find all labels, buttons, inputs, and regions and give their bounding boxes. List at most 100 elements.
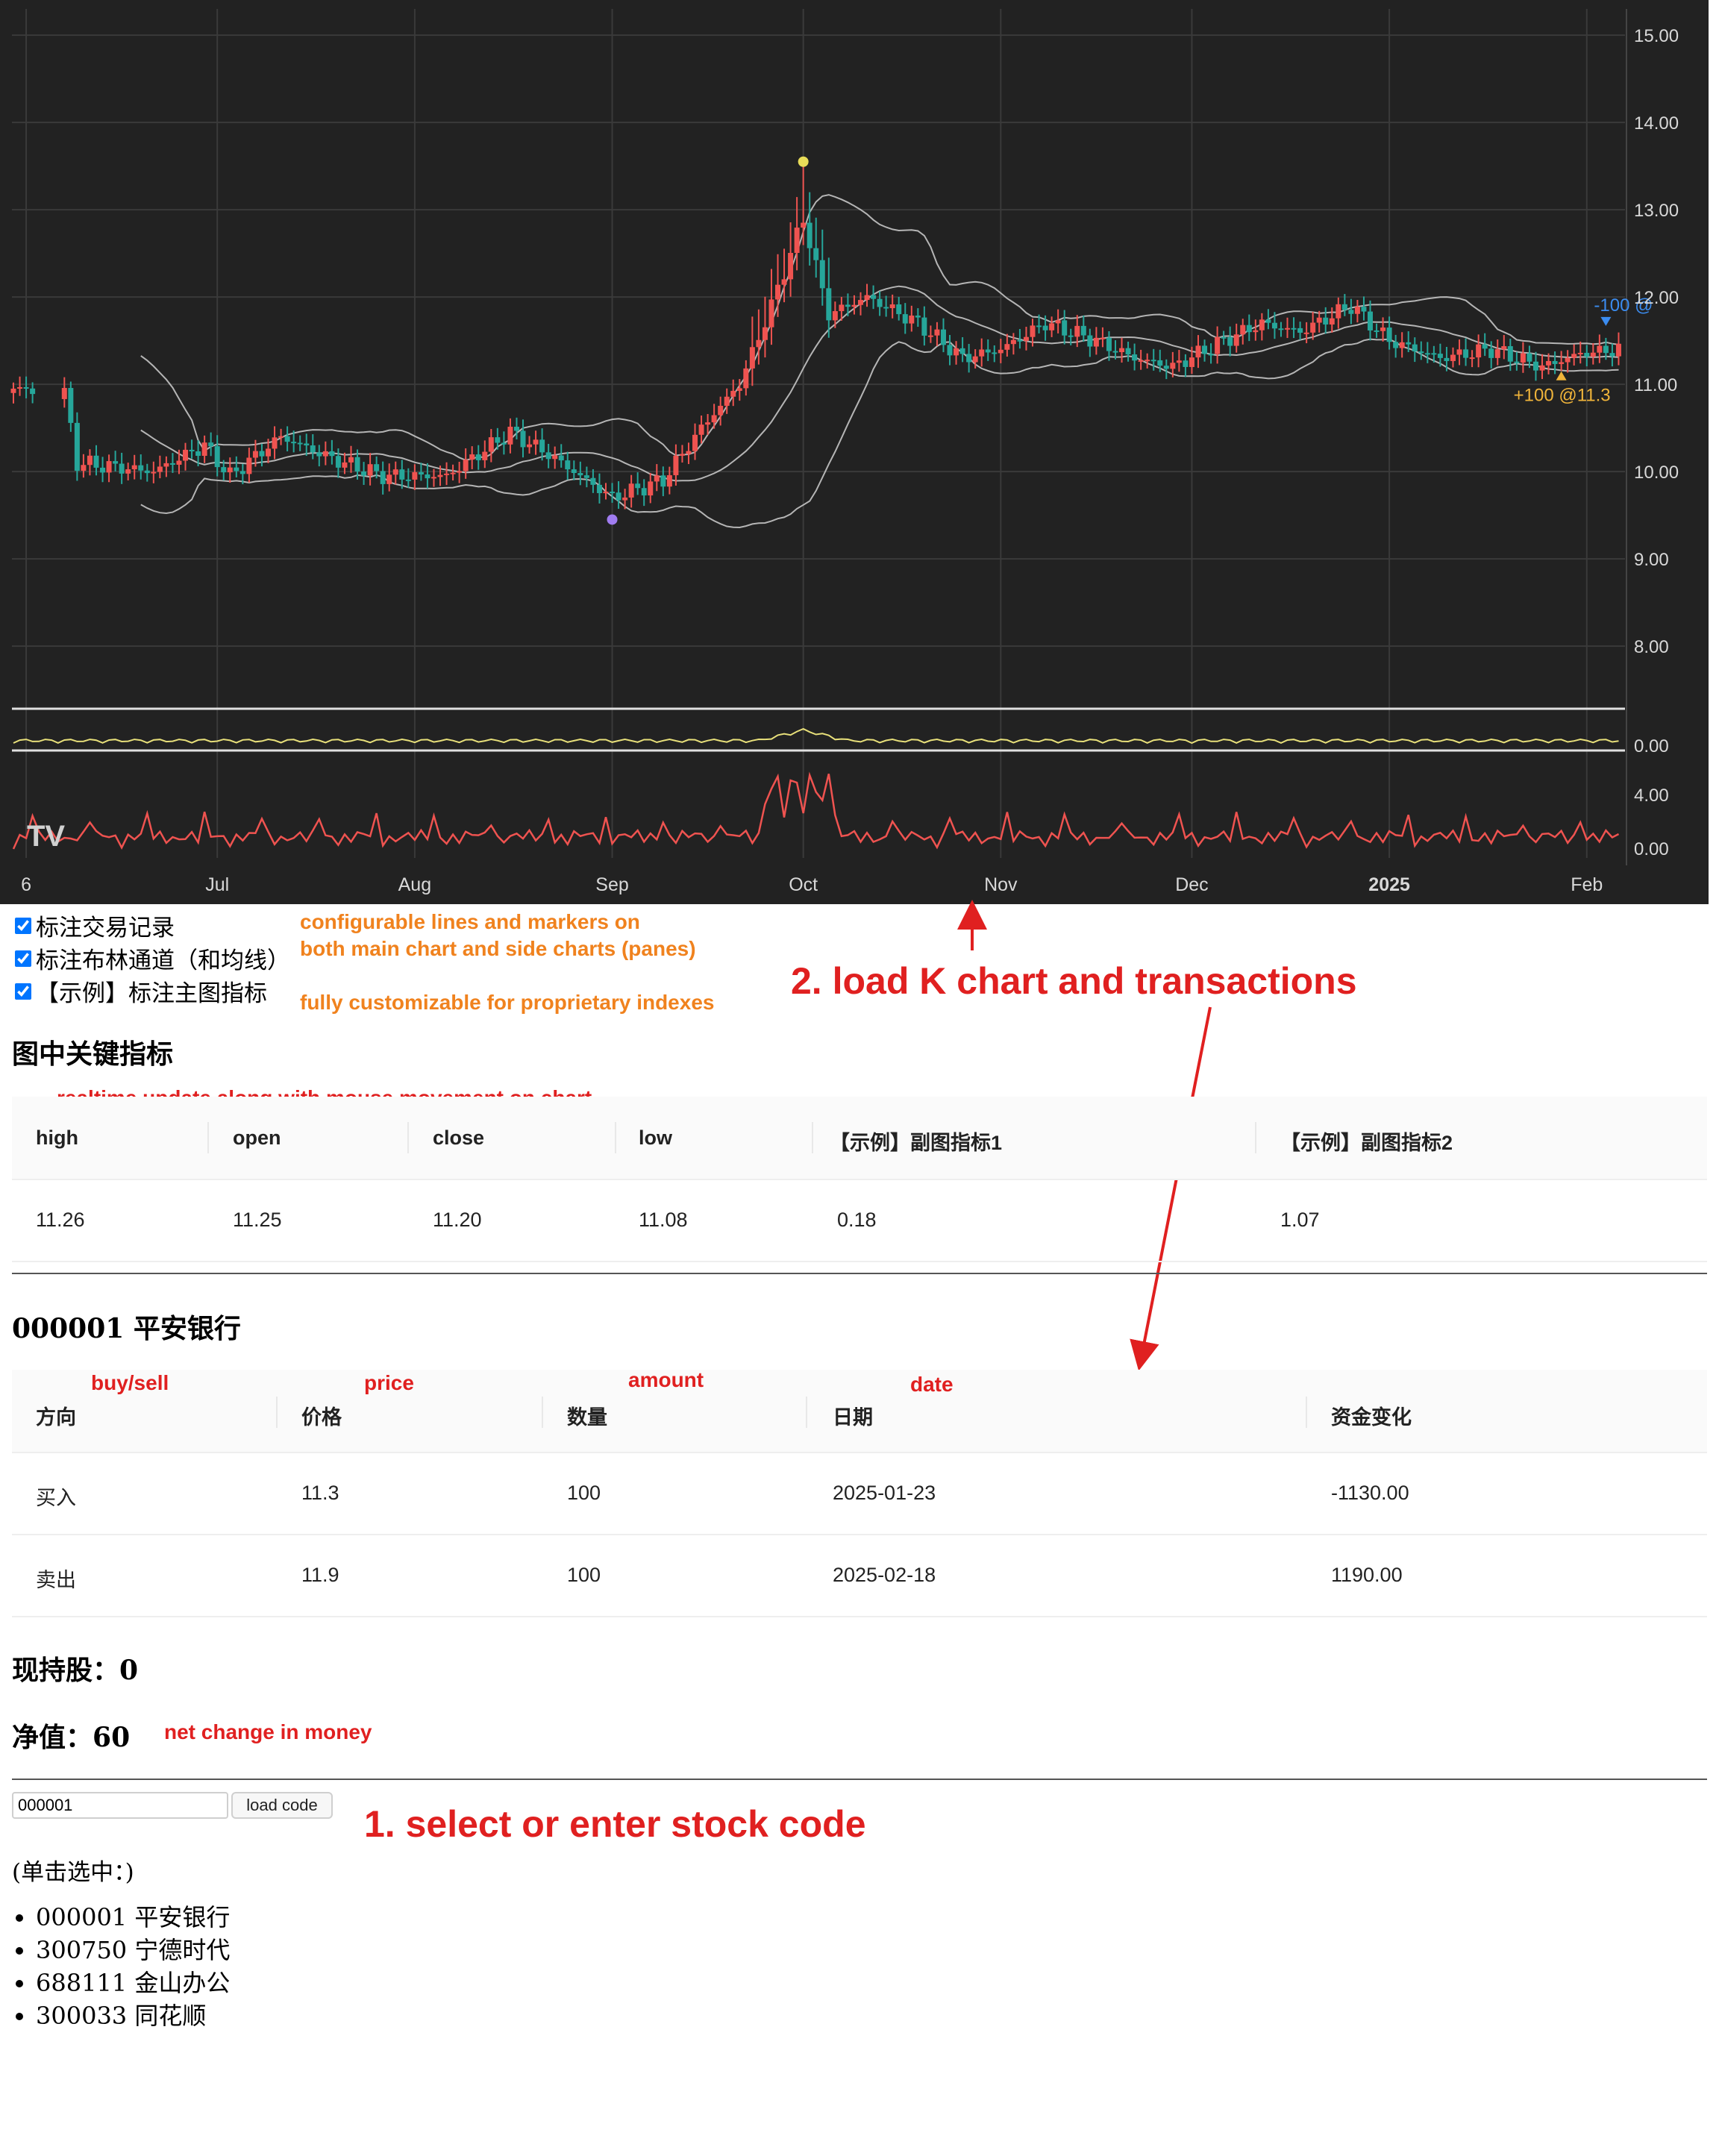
candle-body	[660, 475, 666, 487]
checkbox-row-main-indicator[interactable]: 【示例】标注主图指标	[12, 974, 267, 1008]
candle-body	[577, 473, 583, 476]
note-lines-markers-2: both main chart and side charts (panes)	[300, 937, 696, 960]
candle-body	[603, 492, 609, 494]
candle-body	[533, 439, 539, 445]
candle-body	[686, 451, 692, 454]
candle-body	[718, 405, 724, 416]
trade-marker-label: -100 @	[1594, 295, 1653, 316]
note-select-code: 1. select or enter stock code	[364, 1803, 866, 1845]
candle-body	[246, 457, 252, 474]
list-item[interactable]: 000001 平安银行	[36, 1901, 230, 1934]
candle-body	[635, 483, 641, 489]
candle-body	[1393, 342, 1399, 348]
checkbox-bollinger[interactable]	[15, 950, 31, 967]
candle-body	[144, 470, 150, 474]
list-item[interactable]: 300033 同花顺	[36, 1999, 230, 2032]
holdings-value: 0	[119, 1655, 139, 1686]
price-tick-label: 11.00	[1634, 375, 1677, 395]
holdings-label: 现持股：	[12, 1655, 120, 1686]
candle-body	[527, 444, 533, 448]
price-tick-label: 14.00	[1634, 113, 1679, 134]
candle-body	[826, 288, 832, 321]
checkbox-label: 标注交易记录	[36, 915, 175, 941]
list-item[interactable]: 688111 金山办公	[36, 1967, 230, 1999]
candle-body	[501, 442, 507, 445]
candle-body	[1132, 354, 1138, 361]
col-header: open	[233, 1126, 281, 1149]
candle-body	[788, 252, 794, 280]
candle-body	[915, 316, 921, 318]
candle-body	[405, 479, 411, 481]
candle-body	[201, 442, 207, 457]
checkbox-trades[interactable]	[15, 917, 31, 934]
candle-body	[113, 461, 119, 464]
candle-body	[169, 463, 175, 465]
candle-body	[1310, 322, 1316, 333]
price-tick-label: 15.00	[1634, 26, 1679, 46]
candle-body	[1145, 360, 1150, 362]
col-header: 资金变化	[1331, 1406, 1412, 1429]
candle-body	[1278, 328, 1284, 330]
candle-body	[23, 387, 29, 389]
candle-body	[1329, 318, 1335, 325]
list-item[interactable]: 300750 宁德时代	[36, 1934, 230, 1967]
candle-body	[234, 467, 239, 471]
candle-body	[1412, 344, 1418, 352]
candle-body	[1030, 325, 1036, 337]
candle-body	[399, 469, 405, 480]
candle-body	[571, 469, 577, 474]
candle-body	[736, 388, 742, 391]
candle-body	[348, 457, 354, 463]
net-line: 净值：60	[12, 1716, 130, 1755]
stock-code-input[interactable]	[12, 1792, 228, 1819]
candle-body	[1341, 304, 1347, 310]
cell: 11.9	[301, 1564, 339, 1586]
load-code-button[interactable]: load code	[231, 1792, 333, 1819]
candle-body	[998, 349, 1003, 354]
candle-body	[610, 492, 616, 494]
candle-body	[437, 474, 443, 477]
candle-body	[845, 304, 851, 307]
candle-body	[794, 228, 800, 253]
candle-body	[68, 388, 74, 423]
time-tick-label: 6	[21, 874, 31, 895]
col-header: 方向	[36, 1406, 76, 1429]
candle-body	[616, 492, 621, 501]
candle-body	[545, 452, 551, 460]
candle-body	[208, 442, 214, 447]
candle-body	[1163, 366, 1169, 369]
col-header: high	[36, 1126, 78, 1149]
checkbox-row-bollinger[interactable]: 标注布林通道（和均线）	[12, 941, 290, 975]
candle-body	[1380, 328, 1386, 331]
candle-body	[316, 452, 322, 457]
candle-body	[1253, 330, 1259, 333]
candle-body	[819, 260, 825, 289]
candle-body	[1195, 345, 1201, 358]
candle-body	[648, 481, 654, 496]
candle-body	[125, 469, 131, 474]
cell: 11.20	[433, 1209, 482, 1231]
cell: 11.25	[233, 1209, 282, 1231]
checkbox-label: 标注布林通道（和均线）	[36, 947, 290, 974]
candle-body	[1424, 353, 1430, 355]
candle-body	[488, 437, 494, 452]
candle-body	[1571, 354, 1577, 358]
checkbox-row-trades[interactable]: 标注交易记录	[12, 909, 175, 942]
chart-dot	[607, 514, 618, 525]
price-axis: 15.00 14.00 13.00 12.00 11.00 10.00 9.00 8.00 0.…	[1634, 26, 1679, 859]
candle-body	[1463, 349, 1469, 358]
candle-body	[1150, 360, 1156, 362]
candle-body	[807, 222, 812, 248]
candle-body	[927, 335, 933, 337]
candle-body	[1202, 345, 1208, 354]
candle-body	[367, 464, 373, 476]
candle-body	[507, 426, 513, 445]
candle-body	[743, 368, 749, 389]
checkbox-main-indicator[interactable]	[15, 983, 31, 1000]
k-chart[interactable]: -100 @ +100 @11.3 15.00 14.00 13.00 12.00 11.…	[0, 0, 1709, 904]
svg-text:TV: TV	[27, 820, 65, 853]
time-tick-label: 2025	[1368, 874, 1410, 895]
candle-body	[1004, 344, 1010, 350]
candle-body	[1112, 351, 1118, 353]
candle-body	[61, 388, 67, 399]
